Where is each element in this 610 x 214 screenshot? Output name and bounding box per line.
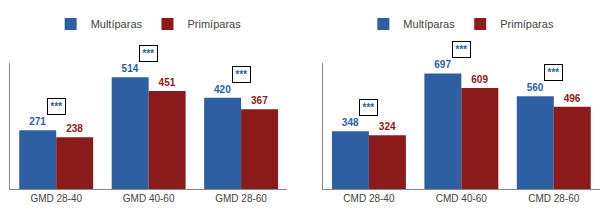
svg-text:560: 560 [527,82,544,93]
svg-text:***: *** [362,102,375,113]
svg-text:420: 420 [214,84,231,95]
svg-text:451: 451 [159,77,176,88]
svg-text:***: *** [547,67,560,78]
svg-text:***: *** [455,44,468,55]
svg-text:Primíparas: Primíparas [188,18,242,30]
svg-text:***: *** [50,101,63,112]
svg-text:Primíparas: Primíparas [500,18,554,30]
svg-text:Multíparas: Multíparas [91,18,143,30]
svg-text:***: *** [235,69,248,80]
svg-text:496: 496 [564,93,581,104]
svg-text:367: 367 [251,95,268,106]
svg-text:238: 238 [66,123,83,134]
svg-text:609: 609 [471,74,488,85]
svg-text:697: 697 [434,59,451,70]
svg-text:GMD 28-60: GMD 28-60 [215,193,267,204]
svg-text:348: 348 [342,117,359,128]
svg-text:GMD 28-40: GMD 28-40 [30,193,82,204]
svg-text:CMD 28-60: CMD 28-60 [528,193,580,204]
svg-text:CMD 40-60: CMD 40-60 [436,193,488,204]
svg-text:CMD 28-40: CMD 28-40 [343,193,395,204]
svg-text:514: 514 [122,63,139,74]
svg-text:324: 324 [379,121,396,132]
svg-text:271: 271 [29,116,46,127]
svg-text:Multíparas: Multíparas [403,18,455,30]
svg-text:***: *** [142,48,155,59]
svg-text:GMD 40-60: GMD 40-60 [123,193,175,204]
